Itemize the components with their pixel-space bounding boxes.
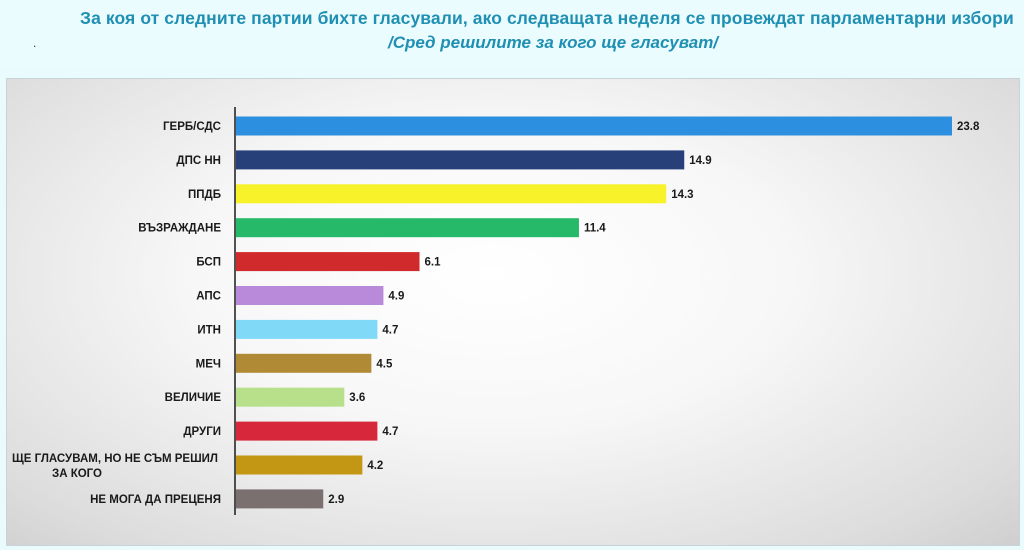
value-label: 11.4: [584, 223, 606, 235]
category-label: ВЪЗРАЖДАНЕ: [138, 223, 221, 235]
stray-dot: .: [33, 36, 37, 50]
category-label: ДПС НН: [176, 155, 221, 167]
value-label: 23.8: [957, 121, 980, 133]
category-label: ВЕЛИЧИЕ: [165, 392, 222, 404]
value-label: 4.9: [388, 291, 404, 303]
bar: [236, 455, 363, 475]
value-label: 3.6: [349, 392, 365, 404]
value-label: 4.2: [367, 460, 383, 472]
value-label: 14.3: [671, 189, 693, 201]
category-label: БСП: [196, 257, 221, 269]
bar: [236, 319, 378, 339]
value-label: 14.9: [689, 155, 711, 167]
bar: [236, 184, 667, 204]
category-label: ГЕРБ/СДС: [163, 121, 221, 133]
chart-title: За коя от следните партии бихте гласувал…: [80, 8, 1014, 28]
value-label: 6.1: [425, 257, 442, 269]
chart-panel: 23.8 ГЕРБ/СДС 14.9 ДПС НН 14.3 ППДБ 11.4 ВЪЗРАЖ…: [6, 78, 1020, 546]
category-label: ДРУГИ: [183, 426, 221, 438]
category-label: ППДБ: [188, 189, 221, 201]
bar: [236, 421, 378, 441]
bar: [236, 387, 345, 407]
category-label: НЕ МОГА ДА ПРЕЦЕНЯ: [90, 494, 221, 506]
category-label: АПС: [196, 291, 221, 303]
bar: [236, 116, 952, 136]
value-label: 4.5: [376, 358, 393, 370]
bar: [236, 218, 579, 238]
bar: [236, 286, 384, 305]
bar-chart: 23.8 ГЕРБ/СДС 14.9 ДПС НН 14.3 ППДБ 11.4 ВЪЗРАЖ…: [12, 107, 980, 515]
value-label: 4.7: [382, 324, 398, 336]
category-label-line: ЩЕ ГЛАСУВАМ, НО НЕ СЪМ РЕШИЛ: [12, 453, 218, 465]
chart-subtitle: /Сред решилите за кого ще гласуват/: [388, 33, 719, 52]
value-label: 2.9: [328, 494, 344, 506]
category-label-line: ЗА КОГО: [52, 468, 102, 480]
bar: [236, 489, 324, 509]
bar: [236, 150, 685, 170]
value-label: 4.7: [382, 426, 398, 438]
category-label: МЕЧ: [196, 358, 221, 370]
category-label: ИТН: [197, 324, 221, 336]
header-band: За коя от следните партии бихте гласувал…: [0, 0, 1024, 70]
bar: [236, 252, 420, 272]
bar: [236, 353, 372, 373]
category-label: ЩЕ ГЛАСУВАМ, НО НЕ СЪМ РЕШИЛ ЗА КОГО: [12, 453, 218, 480]
